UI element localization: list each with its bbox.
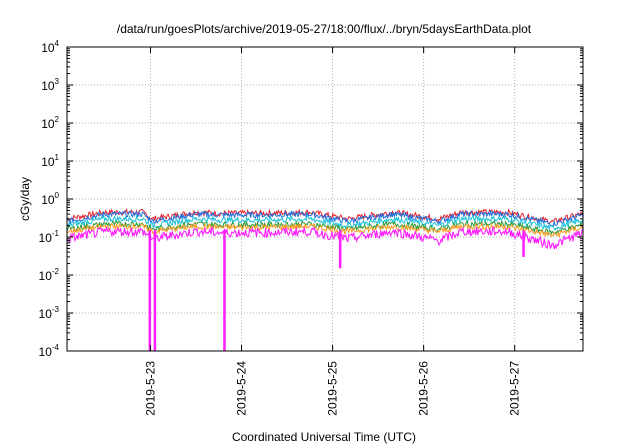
y-tick-label: 10-2 <box>39 267 60 283</box>
series-line <box>67 214 583 231</box>
x-axis-ticks: 2019-5-23 2019-5-24 2019-5-25 2019-5-26 2019… <box>143 47 522 416</box>
y-tick-label: 10-1 <box>39 229 60 245</box>
y-tick-label: 101 <box>41 153 59 169</box>
y-tick-label: 103 <box>41 77 59 93</box>
series-group <box>67 208 583 351</box>
y-tick-label: 100 <box>41 191 59 207</box>
y-tick-label: 104 <box>41 39 59 55</box>
x-tick-label: 2019-5-25 <box>326 361 340 416</box>
series-line <box>67 209 583 228</box>
y-axis-ticks: 10-4 10-3 10-2 10-1 100 101 102 103 104 <box>39 39 583 359</box>
x-tick-label: 2019-5-26 <box>417 361 431 416</box>
y-tick-label: 10-3 <box>39 305 60 321</box>
x-axis-label: Coordinated Universal Time (UTC) <box>232 430 416 444</box>
y-tick-label: 10-4 <box>39 343 60 359</box>
x-tick-label: 2019-5-27 <box>508 361 522 416</box>
x-tick-label: 2019-5-24 <box>235 361 249 416</box>
series-line <box>67 226 583 250</box>
chart-grid <box>67 47 583 351</box>
y-axis-label: cGy/day <box>18 177 32 221</box>
series-line <box>67 222 583 239</box>
x-tick-label: 2019-5-23 <box>143 361 157 416</box>
chart-title: /data/run/goesPlots/archive/2019-05-27/1… <box>117 22 532 36</box>
series-line <box>67 208 583 225</box>
y-tick-label: 102 <box>41 115 59 131</box>
